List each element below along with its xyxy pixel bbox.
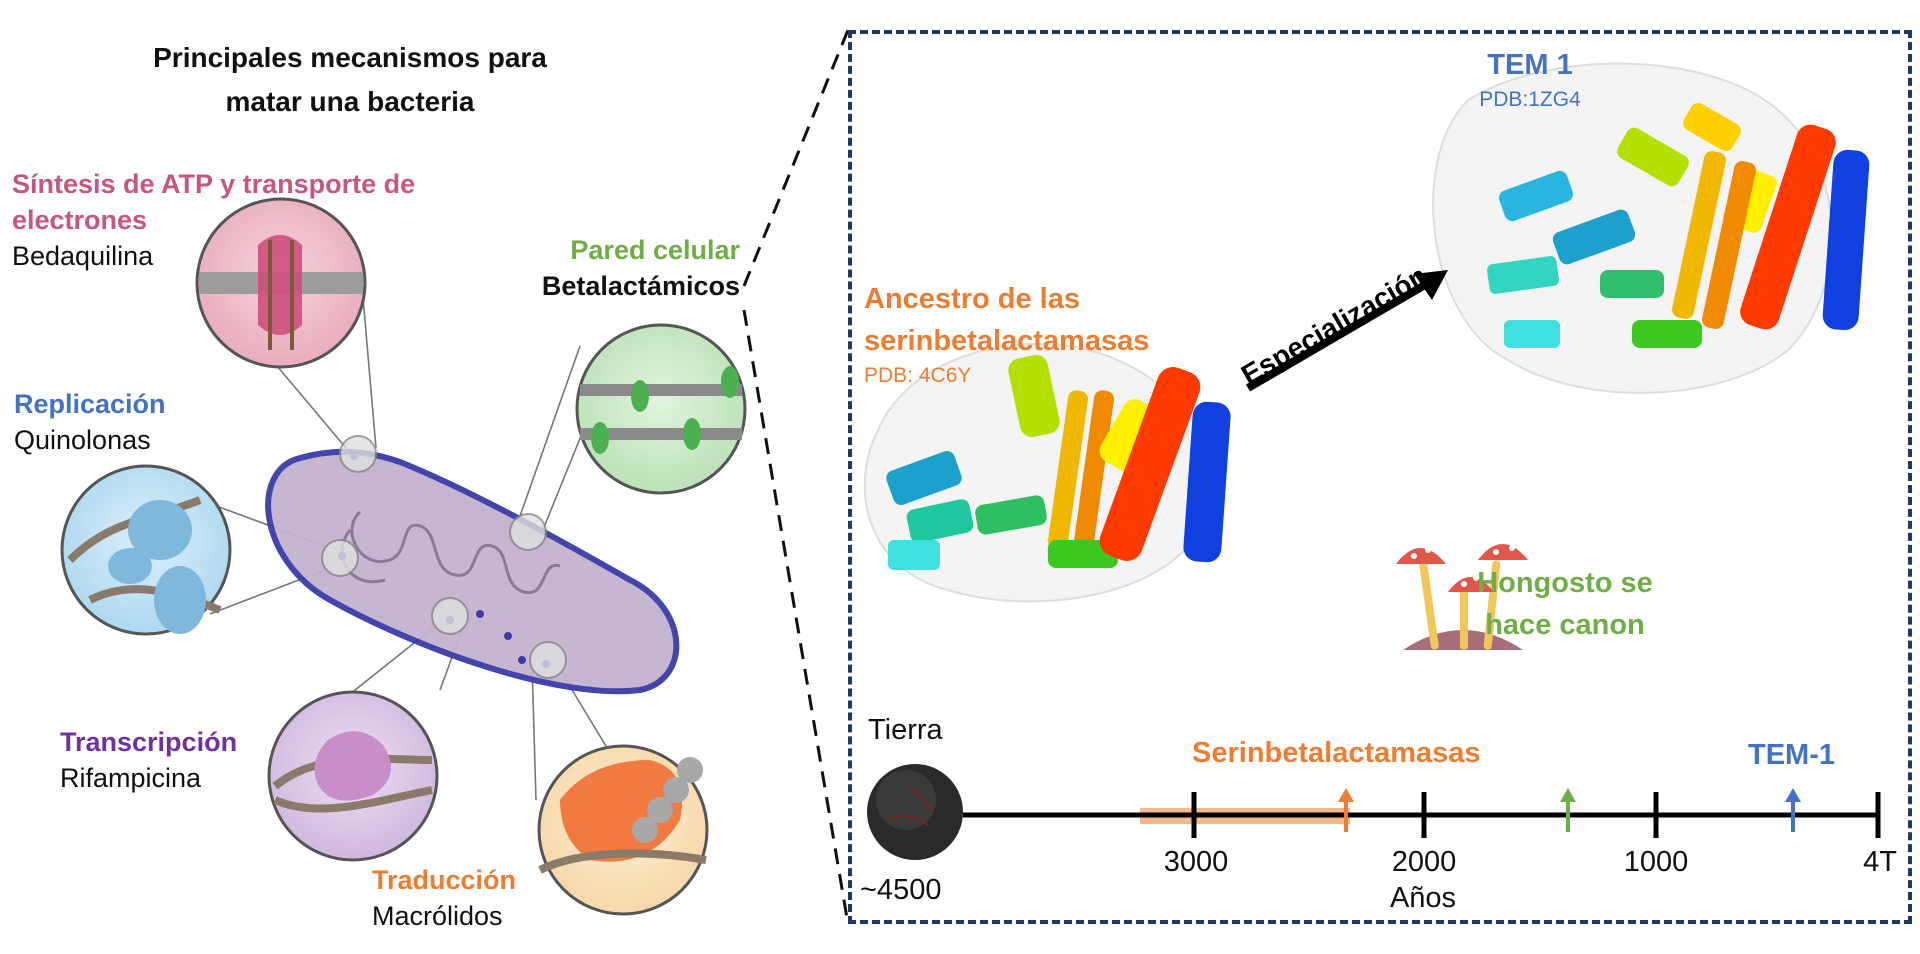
ancestor-protein-structure	[863, 343, 1231, 603]
mushroom-label-line-2: hace canon	[1485, 609, 1645, 641]
zoom-dash-top	[742, 29, 848, 287]
mechanism-transcription: Transcripción Rifampicina	[60, 724, 237, 796]
mechanism-replication: Replicación Quinolonas	[14, 386, 166, 458]
page-title: Principales mecanismos para matar una ba…	[150, 36, 550, 124]
mushroom-label: Hongosto se hace canon	[1450, 562, 1680, 646]
mechanism-transcription-name: Transcripción	[60, 727, 238, 757]
protein-structures	[863, 62, 1881, 860]
mechanism-atp-name-2: electrones	[12, 205, 148, 235]
zoom-cell-wall	[575, 323, 747, 495]
mushroom-icon	[1396, 544, 1528, 650]
specialization-arrow	[1245, 270, 1448, 392]
zoom-dash-bottom	[742, 309, 848, 925]
mechanism-atp: Síntesis de ATP y transporte de electron…	[12, 166, 415, 274]
ancestor-name-line-1: Ancestro de las	[864, 283, 1080, 315]
tem1-arrow	[1785, 788, 1801, 832]
zoom-atp-synthase	[195, 197, 367, 369]
bacterium-cell	[265, 435, 680, 695]
tick-label-1000: 1000	[1623, 846, 1689, 878]
mechanism-translation-name: Traducción	[372, 865, 517, 895]
event-tem1: TEM-1	[1748, 739, 1835, 771]
tick-label-3000: 3000	[1163, 846, 1229, 878]
mechanism-replication-drug: Quinolonas	[14, 425, 151, 455]
tem1-protein-structure	[1432, 62, 1870, 394]
zoom-translation	[537, 744, 709, 916]
event-serinbetalactamasas: Serinbetalactamasas	[1192, 737, 1481, 769]
tem1-label: TEM 1 PDB:1ZG4	[1430, 44, 1630, 114]
ancestor-pdb: PDB: 4C6Y	[864, 364, 972, 387]
mechanism-cell-wall-drug: Betalactámicos	[541, 271, 740, 301]
timeline	[963, 788, 1881, 838]
bacteria-illustration	[60, 29, 848, 925]
serinbetalactamase-arrow	[1338, 788, 1354, 832]
mechanism-translation: Traducción Macrólidos	[372, 862, 516, 934]
evolution-panel	[848, 30, 1912, 924]
axis-label: Años	[1389, 882, 1457, 914]
zoom-transcription	[267, 690, 439, 862]
ancestor-label: Ancestro de las serinbetalactamasas PDB:…	[864, 278, 1149, 390]
title-line-1: Principales mecanismos para	[153, 42, 547, 73]
tem1-name: TEM 1	[1487, 49, 1573, 81]
mechanism-replication-name: Replicación	[14, 389, 166, 419]
zoom-replication	[60, 464, 232, 636]
mechanism-atp-name: Síntesis de ATP y transporte de	[12, 169, 416, 199]
ancestor-name-line-2: serinbetalactamasas	[864, 325, 1150, 357]
tem1-pdb: PDB:1ZG4	[1479, 88, 1581, 111]
tick-label-4t: 4T	[1863, 846, 1897, 878]
mechanism-cell-wall-name: Pared celular	[570, 235, 740, 265]
mushroom-label-line-1: Hongosto se	[1477, 567, 1653, 599]
mechanism-translation-drug: Macrólidos	[372, 901, 503, 931]
mechanism-cell-wall: Pared celular Betalactámicos	[500, 232, 740, 304]
earth-icon	[867, 764, 963, 860]
earth-value: ~4500	[860, 874, 942, 906]
mechanism-transcription-drug: Rifampicina	[60, 763, 202, 793]
mushroom-arrow	[1560, 788, 1576, 832]
title-line-2: matar una bacteria	[225, 86, 475, 117]
mechanism-atp-drug: Bedaquilina	[12, 241, 154, 271]
tick-label-2000: 2000	[1391, 846, 1457, 878]
earth-label: Tierra	[868, 714, 943, 746]
